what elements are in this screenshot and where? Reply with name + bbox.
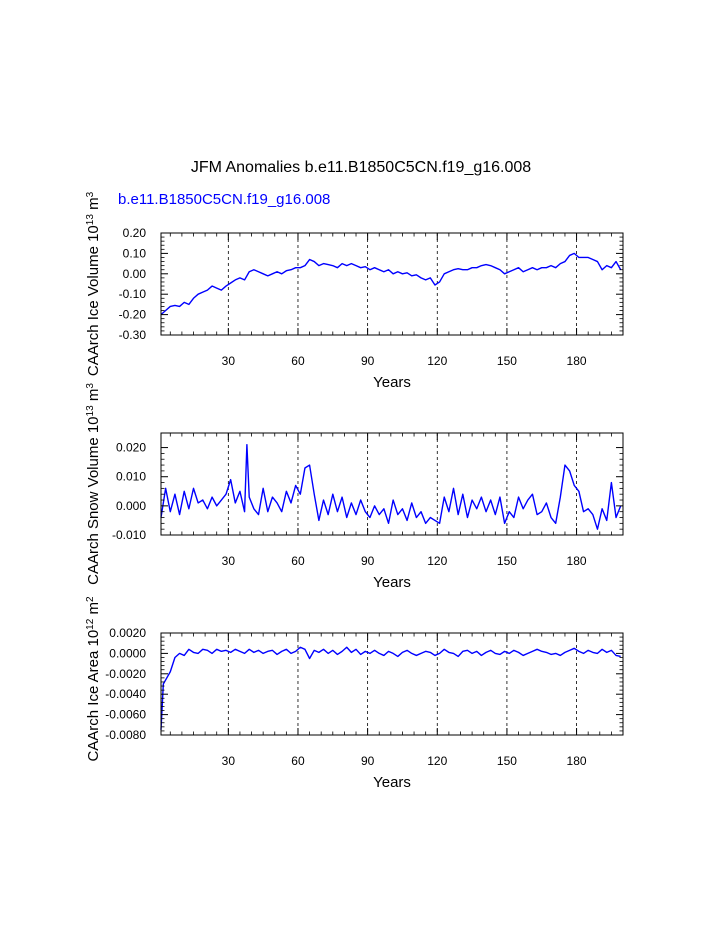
x-tick-label: 60 (291, 354, 305, 368)
y-axis-label-exponent: 2 (85, 596, 96, 602)
plot-frame (160, 632, 624, 736)
y-axis-label-exponent: 13 (85, 405, 96, 417)
y-axis-label: CAArch Snow Volume 1013 m3 (85, 383, 103, 585)
y-axis-label-text: CAArch Ice Volume 10 (85, 225, 102, 376)
plot-frame (160, 432, 624, 536)
y-tick-label: 0.000 (116, 499, 146, 513)
y-tick-label: 0.20 (123, 226, 147, 240)
x-axis-label: Years (373, 374, 411, 391)
x-axis-label: Years (373, 574, 411, 591)
panel-2: 30 60 90 120 150 180 0.020 0.010 0.000 -0.010 Year… (85, 383, 624, 591)
panel-1: 30 60 90 120 150 180 0.20 0.10 0.00 -0.10 -0.20 -0.… (85, 191, 624, 391)
y-axis-label-exponent: 12 (85, 618, 96, 630)
series-line (160, 443, 622, 530)
y-axis-label-exponent: 3 (85, 383, 96, 389)
y-axis-label: CAArch Ice Area 1012 m2 (85, 596, 103, 762)
x-tick-label: 120 (427, 754, 447, 768)
y-tick-label: -0.0080 (105, 728, 146, 742)
y-axis-label-exponent: 13 (85, 214, 96, 226)
x-tick-label: 60 (291, 754, 305, 768)
x-tick-label: 180 (567, 754, 587, 768)
y-tick-label: -0.010 (112, 528, 146, 542)
y-tick-label: -0.20 (119, 308, 147, 322)
y-tick-label: -0.30 (119, 328, 147, 342)
y-tick-label: 0.0020 (109, 626, 146, 640)
panels: 30 60 90 120 150 180 0.20 0.10 0.00 -0.10 -0.20 -0.… (85, 191, 624, 791)
x-tick-label: 30 (222, 754, 236, 768)
x-tick-label: 90 (361, 354, 375, 368)
y-tick-label: 0.10 (123, 246, 147, 260)
x-tick-label: 150 (497, 554, 517, 568)
x-tick-label: 60 (291, 554, 305, 568)
x-tick-label: 120 (427, 554, 447, 568)
series-line (160, 646, 621, 730)
y-axis-label-text: m (85, 602, 102, 619)
y-axis-label-text: CAArch Ice Area 10 (85, 630, 102, 762)
y-axis-label: CAArch Ice Volume 1013 m3 (85, 191, 103, 376)
x-tick-label: 30 (222, 354, 236, 368)
x-tick-label: 180 (567, 354, 587, 368)
y-tick-label: -0.0060 (105, 708, 146, 722)
plot-frame (160, 232, 624, 336)
x-tick-label: 30 (222, 554, 236, 568)
y-axis-label-text: CAArch Snow Volume 10 (85, 416, 102, 584)
y-axis-label-text: m (85, 197, 102, 214)
x-tick-label: 90 (361, 754, 375, 768)
x-tick-label: 150 (497, 354, 517, 368)
y-axis-label-exponent: 3 (85, 191, 96, 197)
x-axis-label: Years (373, 774, 411, 791)
y-axis-label-text: m (85, 389, 102, 406)
panel-3: 30 60 90 120 150 180 0.0020 0.0000 -0.0020 -0.004… (85, 596, 624, 791)
chart-title: JFM Anomalies b.e11.B1850C5CN.f19_g16.00… (191, 159, 531, 176)
y-tick-label: 0.010 (116, 470, 146, 484)
y-tick-label: 0.0000 (109, 646, 146, 660)
series-line (160, 252, 622, 316)
y-tick-label: -0.10 (119, 287, 147, 301)
x-tick-label: 120 (427, 354, 447, 368)
y-tick-label: -0.0040 (105, 687, 146, 701)
x-tick-label: 90 (361, 554, 375, 568)
x-tick-label: 180 (567, 554, 587, 568)
chart-subtitle: b.e11.B1850C5CN.f19_g16.008 (118, 191, 330, 208)
y-tick-label: 0.020 (116, 441, 146, 455)
x-tick-label: 150 (497, 754, 517, 768)
y-tick-label: -0.0020 (105, 667, 146, 681)
y-tick-label: 0.00 (123, 267, 147, 281)
